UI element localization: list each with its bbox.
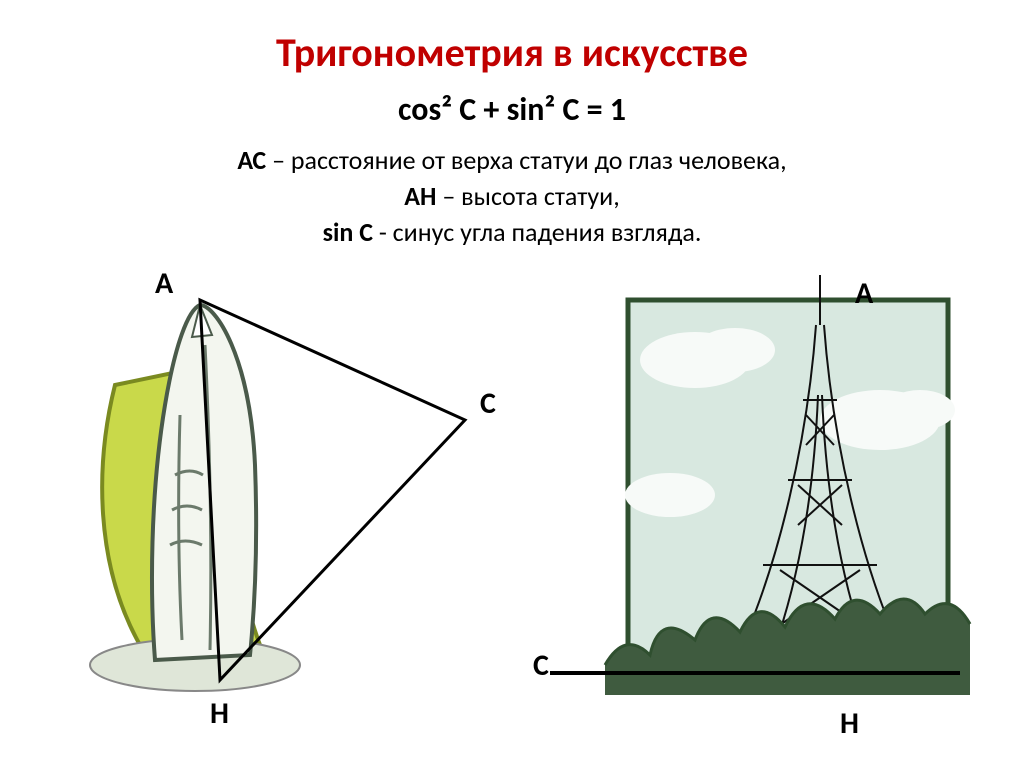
formula-text: cos² С + sin² С = 1 [0, 90, 1024, 129]
definitions: АС – расстояние от верха статуи до глаз … [0, 140, 1024, 252]
cloud-3 [625, 473, 715, 517]
right-label-a: А [855, 275, 873, 312]
right-figure-svg [520, 265, 990, 765]
slide: Тригонометрия в искусстве cos² С + sin² … [0, 0, 1024, 767]
left-label-h: Н [210, 695, 229, 732]
right-label-h: Н [840, 705, 859, 742]
def-line-3: sin С - синус угла падения взгляда. [0, 216, 1024, 248]
cloud-2b [885, 390, 955, 430]
left-label-a: А [155, 265, 173, 302]
left-figure-svg [0, 265, 520, 765]
right-label-c: С [533, 647, 549, 684]
left-label-c: С [480, 385, 496, 422]
def-line-1: АС – расстояние от верха статуи до глаз … [0, 144, 1024, 176]
cloud-1b [695, 328, 775, 372]
slide-title: Тригонометрия в искусстве [0, 28, 1024, 77]
def-line-2: АН – высота статуи, [0, 180, 1024, 212]
figures-area: А С Н [0, 265, 1024, 765]
